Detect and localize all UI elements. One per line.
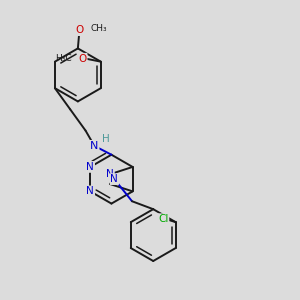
Text: N: N [86, 162, 94, 172]
Text: O: O [78, 54, 87, 64]
Text: Cl: Cl [158, 214, 169, 224]
Text: N: N [110, 174, 118, 184]
Text: O: O [75, 25, 83, 35]
Text: H: H [102, 134, 110, 144]
Text: N: N [86, 186, 94, 197]
Text: CH₃: CH₃ [91, 24, 107, 33]
Text: H₃C: H₃C [55, 54, 71, 63]
Text: N: N [90, 141, 99, 151]
Text: N: N [106, 169, 114, 179]
